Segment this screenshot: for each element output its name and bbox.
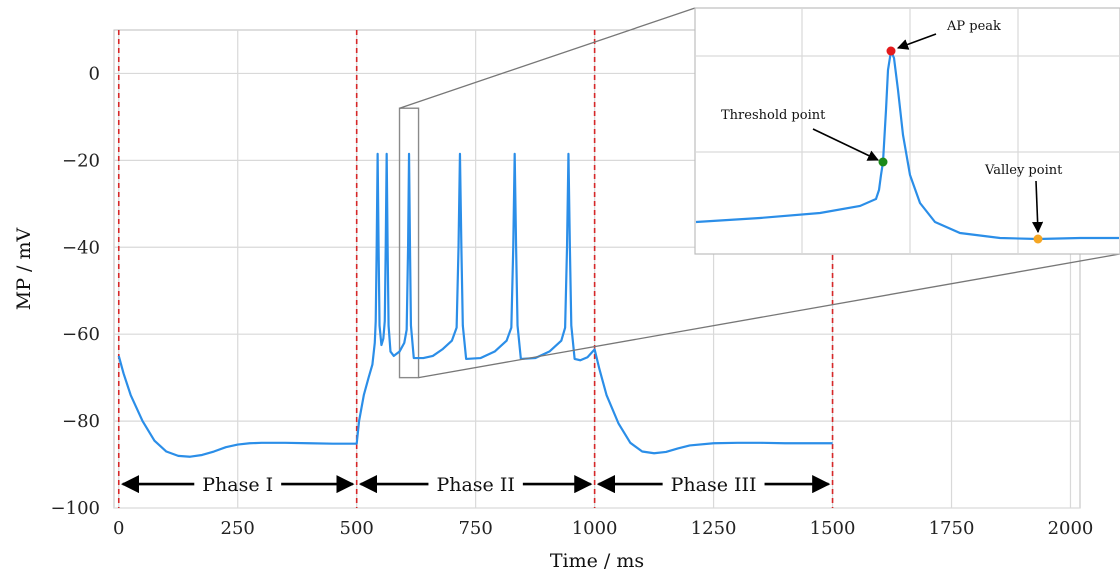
x-axis-ticks: 0 250 500 750 1000 1250 1500 1750 2000 — [113, 518, 1093, 539]
phase-boundaries — [117, 30, 834, 508]
zoom-source-box — [398, 107, 420, 379]
x-tick-label: 1000 — [572, 518, 618, 539]
inset-connector-line — [399, 7, 696, 109]
y-tick-label: −60 — [62, 324, 100, 345]
y-tick-label: −20 — [62, 150, 100, 171]
phase-label: Phase I — [202, 474, 273, 496]
x-tick-label: 2000 — [1048, 518, 1094, 539]
x-tick-label: 500 — [340, 518, 374, 539]
series-line — [117, 152, 833, 458]
x-tick-label: 1250 — [691, 518, 737, 539]
valley-point-marker — [1033, 234, 1043, 244]
phase-label: Phase II — [436, 474, 514, 496]
threshold-point-arrow — [812, 128, 880, 161]
inset-grid — [695, 8, 1120, 254]
y-axis-ticks: −100 −80 −60 −40 −20 0 — [51, 63, 100, 519]
x-tick-label: 750 — [458, 518, 492, 539]
inset-connectors — [399, 7, 1120, 379]
series-path — [117, 152, 833, 458]
x-axis-label: Time / ms — [550, 550, 644, 572]
ap-peak-marker — [886, 46, 896, 56]
x-tick-label: 250 — [221, 518, 255, 539]
phase-annotations: Phase I Phase II Phase III — [120, 474, 831, 496]
y-axis-label: MP / mV — [13, 227, 35, 310]
inset-connector-line — [418, 253, 1120, 379]
valley-point-label: Valley point — [984, 163, 1063, 178]
y-tick-label: −40 — [62, 237, 100, 258]
x-tick-label: 0 — [113, 518, 124, 539]
ap-peak-label: AP peak — [946, 19, 1001, 34]
y-tick-label: −100 — [51, 498, 100, 519]
threshold-point-label: Threshold point — [721, 108, 826, 123]
x-tick-label: 1500 — [810, 518, 856, 539]
threshold-point-marker — [878, 157, 888, 167]
y-tick-label: 0 — [89, 63, 100, 84]
y-tick-label: −80 — [62, 411, 100, 432]
phase-label: Phase III — [671, 474, 757, 496]
zoom-source-rect — [398, 107, 420, 379]
inset: AP peak Threshold point Valley point — [694, 7, 1120, 255]
ap-peak-arrow — [896, 33, 937, 50]
valley-point-arrow — [1032, 180, 1044, 234]
x-tick-label: 1750 — [929, 518, 975, 539]
